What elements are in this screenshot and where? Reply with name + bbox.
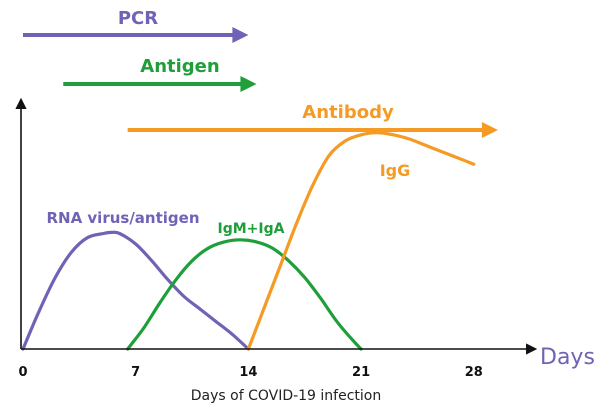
igm-iga-curve xyxy=(126,238,363,351)
x-tick-label: 0 xyxy=(18,365,27,380)
pcr-window-label: PCR xyxy=(118,8,158,29)
series-labels: RNA virus/antigen IgM+IgA IgG xyxy=(46,161,410,237)
igm-iga-label: IgM+IgA xyxy=(218,221,285,237)
pcr-window-arrowhead xyxy=(232,27,249,43)
antibody-window-label: Antibody xyxy=(302,102,394,123)
x-tick-label: 28 xyxy=(465,365,483,380)
x-tick-label: 14 xyxy=(239,365,257,380)
x-tick-label: 7 xyxy=(131,365,140,380)
x-ticks: 0 7 14 21 28 xyxy=(18,365,482,380)
x-axis-end-label: Days xyxy=(540,345,595,370)
rna-virus-antigen-curve xyxy=(21,230,250,351)
igg-curve xyxy=(246,131,476,351)
antibody-window-arrowhead xyxy=(481,122,498,138)
x-tick-label: 21 xyxy=(352,365,370,380)
curves xyxy=(21,131,476,351)
igg-label: IgG xyxy=(380,161,411,180)
rna-virus-antigen-label: RNA virus/antigen xyxy=(46,209,199,227)
antigen-window-arrowhead xyxy=(240,76,257,92)
x-axis-title: Days of COVID-19 infection xyxy=(191,388,382,404)
antigen-window-label: Antigen xyxy=(140,56,219,77)
detection-windows: PCR Antigen Antibody xyxy=(23,8,498,138)
